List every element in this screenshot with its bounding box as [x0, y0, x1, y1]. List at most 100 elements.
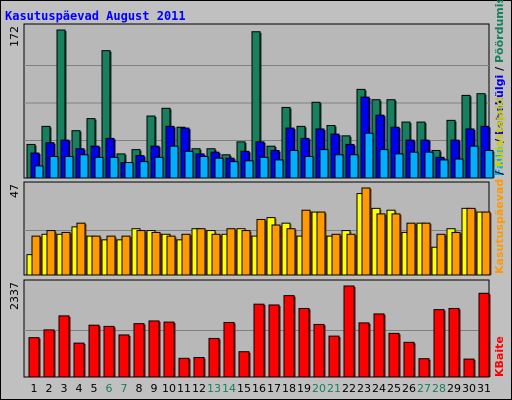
bar-mid-kasutuspäevad-9	[151, 231, 161, 276]
bar-bottom-kbaite-7	[118, 334, 130, 378]
bar-bottom-kbaite-27	[418, 358, 430, 378]
x-tick-label-11: 11	[177, 382, 191, 395]
bar-top-faile-29	[454, 158, 464, 179]
bar-mid-kasutuspäevad-24	[376, 213, 386, 276]
bar-mid-kasutuspäevad-1	[31, 235, 41, 276]
bar-top-faile-16	[259, 156, 269, 179]
legend-entry: KBaite	[493, 336, 506, 377]
bar-mid-kasutuspäevad-20	[316, 211, 326, 276]
x-tick-label-17: 17	[267, 382, 281, 395]
bar-mid-kasutuspäevad-10	[166, 235, 176, 276]
bar-mid-kasutuspäevad-15	[241, 230, 251, 276]
bar-top-faile-6	[109, 156, 119, 179]
bar-mid-kasutuspäevad-19	[301, 209, 311, 276]
bar-top-faile-5	[94, 156, 104, 179]
bar-top-faile-4	[79, 154, 89, 179]
x-tick-label-4: 4	[76, 382, 83, 395]
ymax-label-top: 172	[8, 26, 21, 47]
x-tick-label-2: 2	[46, 382, 53, 395]
chart-title: Kasutuspäevad August 2011	[5, 9, 186, 23]
bar-top-faile-17	[274, 159, 284, 179]
bar-bottom-kbaite-16	[253, 303, 265, 378]
bar-bottom-kbaite-19	[298, 307, 310, 378]
bar-top-faile-30	[469, 145, 479, 179]
bar-mid-kasutuspäevad-7	[121, 235, 131, 276]
bar-mid-kasutuspäevad-8	[136, 230, 146, 276]
x-tick-label-27: 27	[417, 382, 431, 395]
bar-mid-kasutuspäevad-28	[436, 233, 446, 276]
x-tick-label-31: 31	[477, 382, 491, 395]
bar-bottom-kbaite-21	[328, 335, 340, 378]
x-tick-label-7: 7	[121, 382, 128, 395]
x-tick-label-22: 22	[342, 382, 356, 395]
bar-bottom-kbaite-11	[178, 357, 190, 378]
x-tick-label-21: 21	[327, 382, 341, 395]
bar-bottom-kbaite-6	[103, 325, 115, 378]
bar-top-faile-9	[154, 156, 164, 179]
legend-separator: /	[493, 167, 506, 179]
bar-top-faile-25	[394, 153, 404, 179]
ymax-label-bottom: 2337	[8, 282, 21, 310]
bar-bottom-kbaite-25	[388, 332, 400, 378]
bar-mid-kasutuspäevad-14	[226, 228, 236, 276]
bar-bottom-kbaite-2	[43, 329, 55, 378]
bar-top-faile-22	[349, 154, 359, 179]
legend-panel-1: Faile / Lehekülgi / Pöördumisi	[493, 0, 506, 176]
bar-top-faile-3	[64, 155, 74, 179]
x-tick-label-16: 16	[252, 382, 266, 395]
bar-mid-kasutuspäevad-18	[286, 228, 296, 276]
bar-mid-kasutuspäevad-13	[211, 233, 221, 276]
x-tick-label-26: 26	[402, 382, 416, 395]
bar-mid-kasutuspäevad-11	[181, 233, 191, 276]
x-tick-label-14: 14	[222, 382, 236, 395]
bar-top-faile-23	[364, 132, 374, 179]
x-tick-label-25: 25	[387, 382, 401, 395]
bar-mid-kasutuspäevad-12	[196, 228, 206, 276]
bar-bottom-kbaite-28	[433, 309, 445, 378]
bar-mid-kasutuspäevad-2	[46, 230, 56, 276]
bar-mid-kasutuspäevad-4	[76, 222, 86, 276]
bar-bottom-kbaite-5	[88, 324, 100, 378]
bar-bottom-kbaite-15	[238, 351, 250, 378]
bar-bottom-kbaite-17	[268, 304, 280, 378]
bar-mid-kasutuspäevad-29	[451, 231, 461, 276]
bar-bottom-kbaite-18	[283, 295, 295, 378]
x-tick-label-12: 12	[192, 382, 206, 395]
bar-bottom-kbaite-4	[73, 342, 85, 378]
x-tick-label-23: 23	[357, 382, 371, 395]
x-tick-label-18: 18	[282, 382, 296, 395]
bar-top-faile-2	[49, 155, 59, 179]
x-tick-label-9: 9	[151, 382, 158, 395]
bar-bottom-kbaite-14	[223, 321, 235, 378]
bar-mid-kasutuspäevad-3	[61, 231, 71, 276]
x-tick-label-8: 8	[136, 382, 143, 395]
x-tick-label-19: 19	[297, 382, 311, 395]
x-tick-label-1: 1	[31, 382, 38, 395]
bar-bottom-kbaite-13	[208, 337, 220, 378]
bar-bottom-kbaite-31	[478, 292, 490, 378]
bar-mid-kasutuspäevad-6	[106, 235, 116, 276]
bar-top-faile-12	[199, 155, 209, 179]
bar-bottom-kbaite-10	[163, 321, 175, 378]
bar-top-faile-14	[229, 161, 239, 179]
bar-bottom-kbaite-23	[358, 322, 370, 378]
bar-mid-kasutuspäevad-17	[271, 224, 281, 276]
x-tick-label-6: 6	[106, 382, 113, 395]
legend-entry: Lehekülgi	[493, 75, 506, 135]
legend-entry: Faile	[493, 147, 506, 176]
bar-top-faile-1	[34, 165, 44, 179]
bar-bottom-kbaite-12	[193, 357, 205, 378]
bar-top-faile-10	[169, 145, 179, 179]
bar-top-faile-27	[424, 151, 434, 179]
bar-top-faile-26	[409, 151, 419, 179]
bar-top-faile-7	[124, 162, 134, 179]
legend-separator: /	[493, 135, 506, 147]
bar-bottom-kbaite-26	[403, 341, 415, 378]
bar-top-faile-11	[184, 150, 194, 179]
x-tick-label-3: 3	[61, 382, 68, 395]
bar-top-faile-20	[319, 149, 329, 179]
bar-top-faile-13	[214, 157, 224, 179]
bar-top-faile-24	[379, 149, 389, 179]
x-tick-label-13: 13	[207, 382, 221, 395]
